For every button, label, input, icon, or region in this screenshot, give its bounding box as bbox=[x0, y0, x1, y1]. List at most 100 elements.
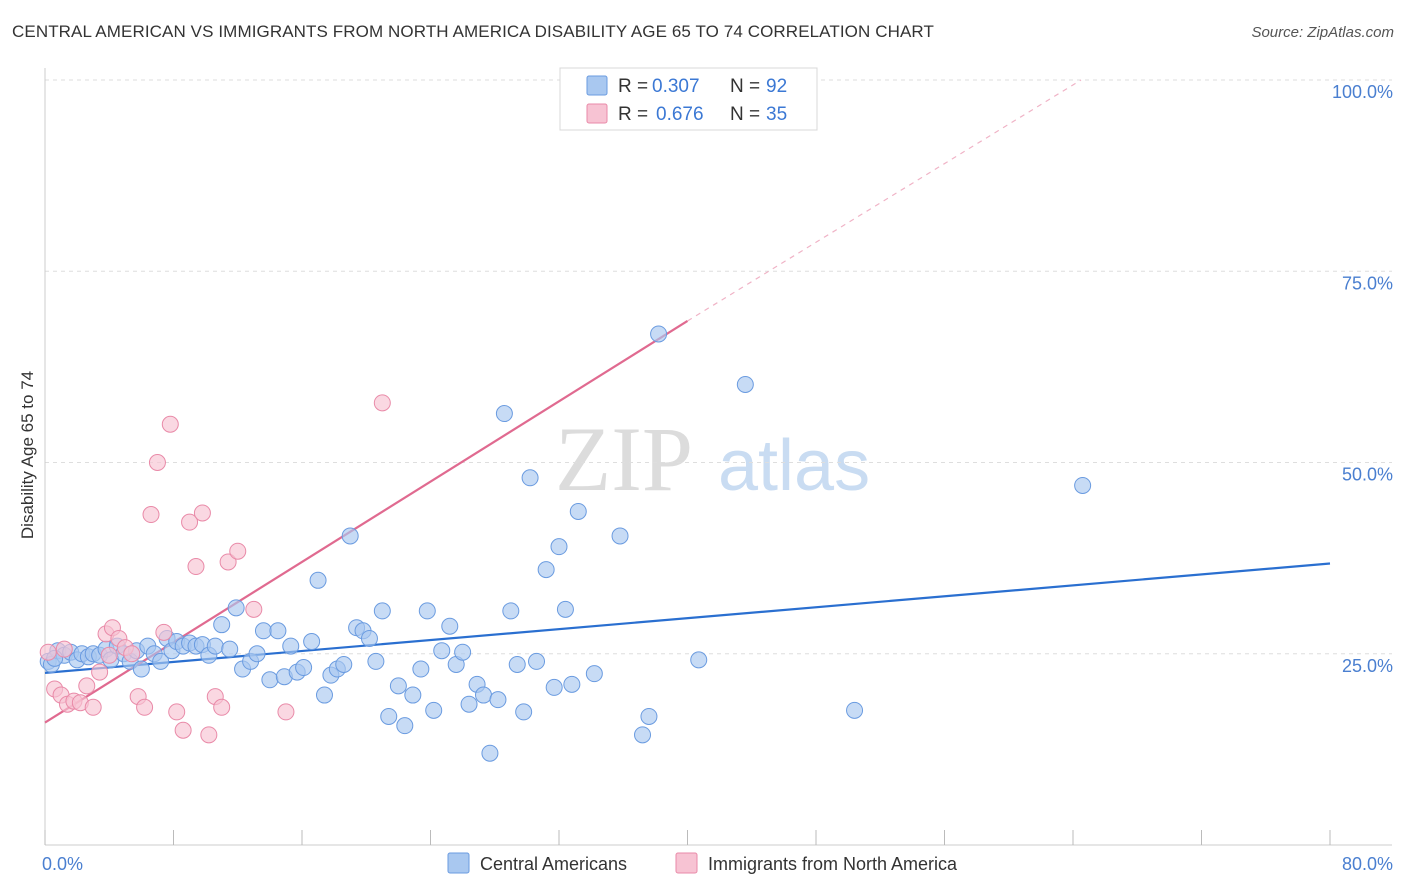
point-immigrant-north-america bbox=[200, 726, 218, 744]
data-points bbox=[39, 325, 1092, 762]
point-central-american bbox=[521, 469, 539, 487]
point-central-american bbox=[315, 686, 333, 704]
watermark-atlas: atlas bbox=[718, 426, 870, 506]
point-immigrant-north-america bbox=[168, 703, 186, 721]
point-immigrant-north-america bbox=[123, 645, 141, 663]
legend-r-value-1: 0.307 bbox=[652, 76, 700, 97]
point-central-american bbox=[269, 622, 287, 640]
point-central-american bbox=[508, 655, 526, 673]
point-central-american bbox=[303, 633, 321, 651]
point-central-american bbox=[537, 561, 555, 579]
point-central-american bbox=[569, 502, 587, 520]
legend-n-label-2: N = bbox=[730, 104, 760, 125]
point-immigrant-north-america bbox=[55, 640, 73, 658]
point-central-american bbox=[295, 659, 313, 677]
point-central-american bbox=[367, 652, 385, 670]
point-central-american bbox=[736, 375, 754, 393]
point-central-american bbox=[412, 660, 430, 678]
legend-n-label-1: N = bbox=[730, 76, 760, 97]
point-immigrant-north-america bbox=[174, 721, 192, 739]
point-central-american bbox=[221, 640, 239, 658]
bottom-legend-central: Central Americans bbox=[480, 854, 627, 874]
watermark-zip: ZIP bbox=[555, 408, 693, 510]
point-immigrant-north-america bbox=[142, 506, 160, 524]
point-immigrant-north-america bbox=[39, 643, 57, 661]
axes bbox=[44, 68, 1392, 846]
point-immigrant-north-america bbox=[277, 703, 295, 721]
legend: R = 0.307 N = 92 R = 0.676 N = 35 bbox=[559, 67, 818, 131]
point-central-american bbox=[481, 744, 499, 762]
point-immigrant-north-america bbox=[245, 600, 263, 618]
point-central-american bbox=[227, 599, 245, 617]
point-immigrant-north-america bbox=[155, 623, 173, 641]
point-central-american bbox=[282, 637, 300, 655]
point-central-american bbox=[634, 726, 652, 744]
point-central-american bbox=[396, 717, 414, 735]
point-immigrant-north-america bbox=[136, 698, 154, 716]
y-tick-label: 100.0% bbox=[1332, 82, 1393, 102]
point-central-american bbox=[556, 600, 574, 618]
point-central-american bbox=[545, 678, 563, 696]
point-immigrant-north-america bbox=[148, 454, 166, 471]
point-immigrant-north-america bbox=[91, 663, 109, 681]
point-central-american bbox=[132, 660, 150, 678]
point-central-american bbox=[373, 602, 391, 620]
y-axis-title: Disability Age 65 to 74 bbox=[18, 371, 37, 539]
point-immigrant-north-america bbox=[84, 698, 102, 716]
point-central-american bbox=[650, 325, 668, 343]
point-immigrant-north-america bbox=[373, 394, 391, 412]
point-immigrant-north-america bbox=[213, 698, 231, 716]
bottom-legend-swatch-immigrants bbox=[675, 852, 698, 874]
legend-r-label-2: R = bbox=[618, 104, 648, 125]
point-central-american bbox=[585, 665, 603, 683]
point-immigrant-north-america bbox=[187, 558, 205, 576]
point-central-american bbox=[640, 707, 658, 725]
legend-swatch-immigrants bbox=[586, 103, 608, 124]
point-central-american bbox=[489, 691, 507, 709]
point-central-american bbox=[563, 675, 581, 693]
point-central-american bbox=[528, 652, 546, 670]
bottom-legend-immigrants: Immigrants from North America bbox=[708, 854, 958, 874]
point-immigrant-north-america bbox=[219, 553, 237, 571]
point-central-american bbox=[206, 637, 224, 655]
trend-line-extension bbox=[687, 79, 1082, 322]
point-central-american bbox=[454, 643, 472, 661]
x-tick-label-min: 0.0% bbox=[42, 854, 83, 874]
trend-line-central bbox=[44, 562, 1331, 674]
point-central-american bbox=[1074, 476, 1092, 494]
point-immigrant-north-america bbox=[78, 677, 96, 695]
tick-labels: 25.0% 50.0% 75.0% 100.0% 0.0% 80.0% bbox=[42, 82, 1393, 874]
point-central-american bbox=[515, 703, 533, 721]
point-central-american bbox=[433, 642, 451, 660]
point-central-american bbox=[335, 655, 353, 673]
point-central-american bbox=[846, 701, 864, 719]
point-central-american bbox=[389, 677, 407, 695]
point-immigrant-north-america bbox=[100, 646, 118, 664]
trend-lines bbox=[44, 79, 1331, 724]
point-central-american bbox=[495, 405, 513, 423]
grid-lines bbox=[45, 79, 1392, 655]
point-central-american bbox=[475, 686, 493, 704]
x-tick-label-max: 80.0% bbox=[1342, 854, 1393, 874]
y-tick-label: 25.0% bbox=[1342, 656, 1393, 676]
point-immigrant-north-america bbox=[193, 504, 211, 522]
point-immigrant-north-america bbox=[181, 513, 199, 531]
point-central-american bbox=[254, 622, 272, 640]
point-central-american bbox=[380, 707, 398, 725]
point-central-american bbox=[261, 671, 279, 689]
point-immigrant-north-america bbox=[229, 542, 247, 560]
point-central-american bbox=[248, 645, 266, 663]
legend-n-value-2: 35 bbox=[766, 104, 787, 125]
point-central-american bbox=[360, 629, 378, 647]
point-central-american bbox=[152, 652, 170, 670]
chart-title: CENTRAL AMERICAN VS IMMIGRANTS FROM NORT… bbox=[12, 22, 934, 41]
point-central-american bbox=[309, 571, 327, 589]
point-central-american bbox=[690, 651, 708, 669]
point-central-american bbox=[341, 527, 359, 545]
point-central-american bbox=[441, 617, 459, 635]
point-central-american bbox=[611, 527, 629, 545]
point-central-american bbox=[550, 538, 568, 556]
legend-swatch-central bbox=[586, 75, 608, 96]
legend-n-value-1: 92 bbox=[766, 76, 787, 97]
